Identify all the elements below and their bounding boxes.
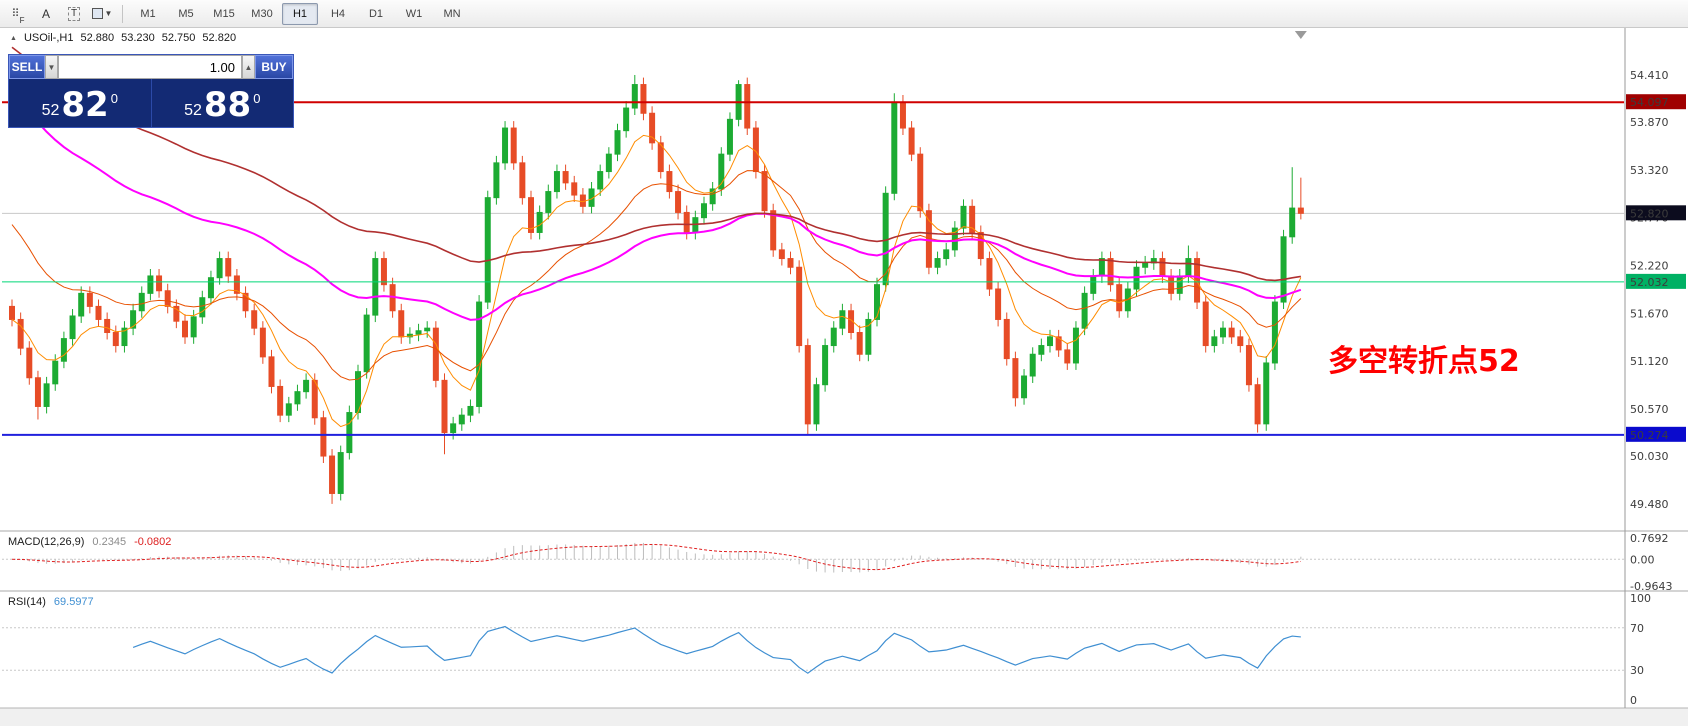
chevron-up-icon: ▲ (244, 62, 253, 72)
macd-label: MACD(12,26,9) 0.2345 -0.0802 (8, 536, 171, 548)
price-tag-50.274: 50.274 (1626, 426, 1686, 442)
rsi-line (132, 625, 1301, 674)
shapes-tool-button[interactable]: ▼ (89, 2, 115, 26)
ma-line-55 (11, 92, 1302, 321)
volume-dropdown-button[interactable]: ▼ (45, 55, 58, 79)
rsi-label: RSI(14) 69.5977 (8, 596, 94, 608)
buy-price[interactable]: 52 88 0 (152, 79, 294, 127)
ohlc-open: 52.880 (80, 32, 115, 44)
toolbar-divider (122, 4, 123, 23)
timeframe-button-m5[interactable]: M5 (178, 7, 194, 20)
price-tick-label: 53.870 (1630, 116, 1669, 129)
trade-prices-row: 52 82 0 52 88 0 (9, 79, 293, 127)
text-tool-icon: T (67, 6, 81, 21)
rsi-axis-top: 100 (1630, 592, 1651, 605)
ohlc-low: 52.750 (161, 32, 196, 44)
macd-name: MACD(12,26,9) (8, 536, 85, 548)
price-tick-label: 51.670 (1630, 307, 1669, 320)
one-click-trade-panel: SELL ▼ ▲ BUY 52 82 0 52 88 0 (8, 54, 294, 128)
pane-separator[interactable] (0, 590, 1688, 592)
price-tick-label: 50.570 (1630, 403, 1669, 416)
timeframe-button-m15[interactable]: M15 (213, 7, 235, 20)
ma-line-8 (11, 134, 1302, 428)
price-tick-label: 50.030 (1630, 450, 1669, 463)
arrow-label-tool-button[interactable]: A (33, 2, 59, 26)
trade-controls-row: SELL ▼ ▲ BUY (9, 55, 293, 79)
timeframe-button-h4[interactable]: H4 (330, 7, 346, 20)
price-tick-label: 49.480 (1630, 498, 1669, 511)
price-tick-label: 53.320 (1630, 164, 1669, 177)
ohlc-close: 52.820 (202, 32, 237, 44)
price-tag-54.097: 54.097 (1626, 94, 1686, 110)
f-tool-label: F (19, 15, 25, 25)
dots-grid-f-tool-button[interactable]: ⠿ F (5, 2, 31, 26)
sell-price-prefix: 52 (41, 102, 60, 120)
timeframe-button-h1[interactable]: H1 (282, 2, 318, 25)
chart-background (0, 28, 1688, 726)
macd-axis-label: 0.00 (1630, 553, 1655, 566)
price-axis: 54.41053.87053.32052.77052.22051.67051.1… (1630, 69, 1669, 511)
ma-line-89 (11, 46, 1301, 282)
timeframe-button-w1[interactable]: W1 (405, 7, 423, 20)
timeframe-button-m1[interactable]: M1 (140, 7, 156, 20)
svg-text:54.097: 54.097 (1630, 96, 1669, 109)
buy-price-prefix: 52 (184, 102, 202, 120)
ma-line-21 (11, 170, 1302, 381)
svg-text:52.032: 52.032 (1630, 276, 1669, 289)
annotation-text[interactable]: 多空转折点52 (1328, 344, 1520, 379)
sell-price-sup: 0 (110, 91, 118, 106)
dots-grid-icon: ⠿ (11, 8, 20, 20)
chevron-down-icon: ▼ (47, 62, 56, 72)
macd-signal-value: -0.0802 (134, 536, 172, 548)
svg-text:50.274: 50.274 (1630, 429, 1669, 442)
timeframe-button-mn[interactable]: MN (443, 7, 461, 20)
volume-up-button[interactable]: ▲ (242, 55, 255, 79)
sell-price-big: 82 (61, 85, 109, 126)
current-price-tag: 52.820 (1626, 205, 1686, 221)
svg-text:52.820: 52.820 (1630, 207, 1669, 220)
ohlc-high: 53.230 (121, 32, 155, 44)
volume-input[interactable] (58, 55, 242, 79)
chart-shift-marker-icon[interactable] (1294, 31, 1307, 39)
sell-button[interactable]: SELL (9, 55, 45, 79)
price-tick-label: 54.410 (1630, 69, 1669, 82)
shapes-icon (91, 8, 103, 19)
rsi-axis-bottom: 0 (1630, 694, 1637, 707)
timeframe-group: M1 M5 M15 M30 H1 H4 D1 W1 MN (129, 2, 471, 25)
macd-main-value: 0.2345 (92, 536, 127, 548)
time-axis-strip[interactable] (0, 708, 1688, 726)
macd-axis-label: -0.9643 (1630, 580, 1672, 593)
macd-axis-label: 0.7692 (1630, 532, 1669, 545)
rsi-value: 69.5977 (53, 596, 94, 608)
toolbar: ⠿ F A T ▼ M1 M5 M15 M30 H1 H4 D1 W1 MN (0, 0, 1688, 28)
symbol-info: ▲ USOil-,H1 52.880 53.230 52.750 52.820 (10, 32, 236, 44)
price-tick-label: 51.120 (1630, 355, 1669, 368)
chevron-down-icon: ▼ (104, 9, 113, 18)
rsi-level-label: 30 (1630, 664, 1644, 677)
price-tag-52.032: 52.032 (1626, 273, 1686, 289)
timeframe-button-m30[interactable]: M30 (251, 7, 273, 20)
symbol-name: USOil-,H1 (23, 32, 74, 44)
buy-price-big: 88 (203, 85, 252, 126)
price-tick-label: 52.220 (1630, 260, 1669, 273)
candles-layer (9, 74, 1304, 504)
a-label-icon: A (41, 6, 50, 21)
rsi-level-label: 70 (1630, 622, 1644, 635)
buy-button[interactable]: BUY (255, 55, 293, 79)
timeframe-button-d1[interactable]: D1 (368, 7, 384, 20)
text-tool-button[interactable]: T (61, 2, 87, 26)
sell-price[interactable]: 52 82 0 (9, 79, 152, 127)
buy-price-sup: 0 (253, 91, 261, 106)
pane-separator[interactable] (0, 530, 1688, 532)
collapse-arrow-icon[interactable]: ▲ (10, 34, 17, 42)
rsi-name: RSI(14) (8, 596, 46, 608)
macd-signal-line (11, 544, 1301, 571)
